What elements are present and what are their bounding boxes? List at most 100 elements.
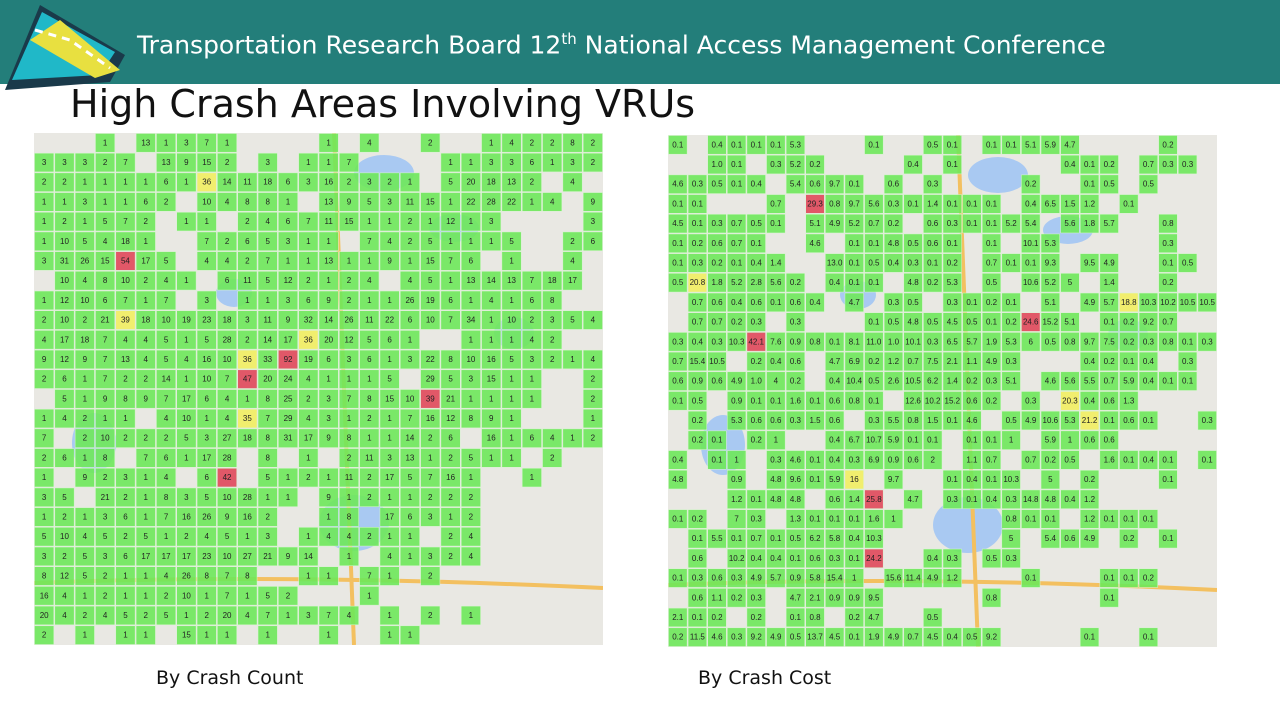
cell-label: 1	[347, 414, 352, 423]
grid-cell	[883, 332, 904, 352]
grid-cell	[1080, 391, 1100, 411]
cell-label: 6	[306, 296, 311, 305]
grid-cell	[176, 369, 197, 389]
grid-cell	[501, 133, 522, 153]
grid-cell	[805, 450, 825, 470]
cell-label: 4	[550, 434, 555, 443]
grid-cell	[196, 212, 217, 232]
grid-cell	[942, 410, 962, 431]
cell-label: 7	[123, 296, 128, 305]
cell-label: 4	[489, 296, 494, 305]
grid-cell	[687, 233, 707, 253]
cell-label: 0.2	[1162, 140, 1174, 149]
grid-cell	[217, 448, 237, 468]
grid-cell	[1060, 135, 1080, 155]
grid-cell	[1119, 568, 1139, 588]
grid-cell	[1080, 332, 1100, 352]
grid-cell	[501, 192, 522, 212]
grid-cell	[156, 487, 177, 507]
cell-label: 0.4	[986, 495, 998, 504]
cell-label: 1	[387, 572, 392, 581]
grid-cell	[981, 253, 1002, 273]
cell-label: 1	[489, 237, 494, 246]
grid-cell	[903, 292, 923, 312]
grid-cell	[217, 231, 237, 251]
grid-cell	[1021, 509, 1041, 529]
cell-label: 27	[243, 552, 252, 561]
grid-cell	[746, 430, 766, 450]
grid-cell	[805, 233, 825, 253]
grid-cell	[707, 135, 727, 155]
grid-cell	[339, 192, 359, 212]
grid-cell	[707, 371, 727, 391]
cell-label: 8	[448, 355, 453, 364]
cell-label: 5	[205, 493, 210, 502]
cell-label: 1	[448, 158, 453, 167]
cell-label: 5	[448, 178, 453, 187]
cell-label: 25	[284, 394, 293, 403]
cell-label: 0.2	[751, 436, 763, 445]
grid-cell	[237, 231, 258, 251]
grid-cell	[379, 192, 400, 212]
grid-cell	[864, 529, 884, 549]
cell-label: 1	[570, 355, 575, 364]
grid-cell	[766, 548, 786, 568]
grid-cell	[115, 271, 136, 291]
cell-label: 1	[734, 455, 739, 464]
cell-label: 17	[568, 276, 577, 285]
grid-cell	[420, 310, 441, 330]
grid-cell	[196, 468, 217, 488]
cell-label: 1	[347, 257, 352, 266]
grid-cell	[481, 448, 502, 468]
cell-label: 26	[345, 316, 354, 325]
cell-label: 2	[550, 335, 555, 344]
grid-cell	[74, 546, 95, 566]
cell-label: 4.6	[966, 416, 978, 425]
conference-title: Transportation Research Board 12th Natio…	[137, 30, 1106, 59]
cell-label: 2	[448, 532, 453, 541]
grid-cell	[1021, 332, 1041, 352]
cell-label: 0.3	[1162, 239, 1174, 248]
cell-label: 0.4	[751, 180, 763, 189]
cell-label: 0.1	[966, 495, 978, 504]
cell-label: 1	[367, 375, 372, 384]
cell-label: 7	[347, 394, 352, 403]
grid-cell	[1001, 312, 1021, 332]
cell-label: 4	[347, 611, 352, 620]
cell-label: 10.3	[1003, 475, 1019, 484]
cell-label: 4.6	[672, 180, 684, 189]
cell-label: 1.6	[1104, 455, 1116, 464]
grid-cell	[176, 527, 197, 547]
cell-label: 3	[42, 552, 47, 561]
grid-cell	[115, 231, 136, 251]
cell-label: 0.3	[908, 259, 920, 268]
cell-label: 11.4	[906, 574, 922, 583]
cell-label: 0.5	[966, 318, 978, 327]
cell-label: 0.7	[731, 239, 743, 248]
cell-label: 5.7	[1104, 298, 1116, 307]
grid-cell	[176, 212, 197, 232]
grid-cell	[237, 389, 258, 409]
cell-label: 0.4	[751, 259, 763, 268]
grid-cell	[844, 529, 864, 549]
grid-cell	[825, 489, 845, 509]
cell-label: 0.7	[908, 357, 920, 366]
cell-label: 2	[83, 414, 88, 423]
grid-cell	[805, 391, 825, 411]
cell-label: 1	[83, 178, 88, 187]
cell-label: 9.2	[1143, 318, 1155, 327]
cell-label: 1	[387, 296, 392, 305]
grid-cell	[883, 430, 904, 450]
cell-label: 14	[487, 276, 496, 285]
grid-cell	[176, 389, 197, 409]
grid-cell	[481, 330, 502, 350]
cell-label: 3	[489, 158, 494, 167]
grid-cell	[562, 172, 583, 192]
grid-cell	[176, 546, 197, 566]
cell-label: 1	[326, 276, 331, 285]
grid-cell	[318, 133, 339, 153]
grid-cell	[501, 152, 522, 173]
grid-cell	[135, 212, 156, 232]
grid-cell	[34, 408, 55, 429]
grid-cell	[746, 371, 766, 391]
